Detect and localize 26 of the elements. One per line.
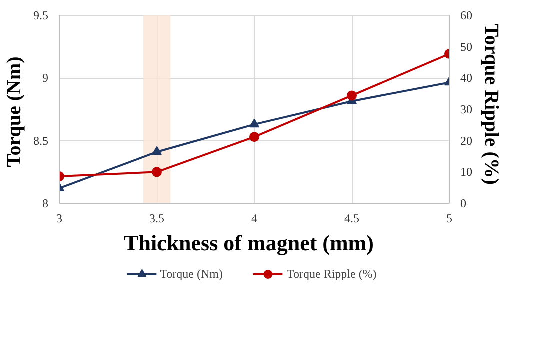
x-tick-label: 4.5 — [344, 212, 360, 226]
x-tick-label: 4 — [252, 212, 258, 226]
x-tick-label: 5 — [446, 212, 452, 226]
point — [152, 146, 162, 156]
y-tick-label: 9 — [42, 71, 48, 86]
point — [152, 167, 162, 178]
y2-tick-label: 30 — [460, 102, 472, 116]
y-tick-label: 9.5 — [34, 8, 48, 22]
y2-tick-label: 10 — [460, 165, 472, 180]
y-axis-title: Torque (Nm) — [4, 56, 26, 168]
y2-tick-label: 40 — [460, 71, 472, 86]
legend-label: Torque Ripple (%) — [287, 266, 377, 282]
point — [250, 118, 260, 128]
y2-tick-label: 60 — [460, 8, 472, 22]
x-tick-label: 3.5 — [150, 212, 164, 226]
x-tick-label: 3 — [56, 212, 62, 226]
legend-label: Torque (Nm) — [160, 266, 223, 282]
y-tick-label: 8 — [42, 196, 48, 210]
point — [347, 90, 357, 101]
y-tick-label: 8.5 — [34, 134, 48, 148]
y2-tick-label: 50 — [460, 40, 472, 54]
y2-tick-label: 0 — [460, 196, 466, 210]
x-axis-title: Thickness of magnet (mm) — [124, 230, 374, 256]
y2-tick-label: 20 — [460, 134, 472, 148]
point — [250, 132, 260, 142]
y2-axis-title: Torque Ripple (%) — [480, 24, 502, 186]
